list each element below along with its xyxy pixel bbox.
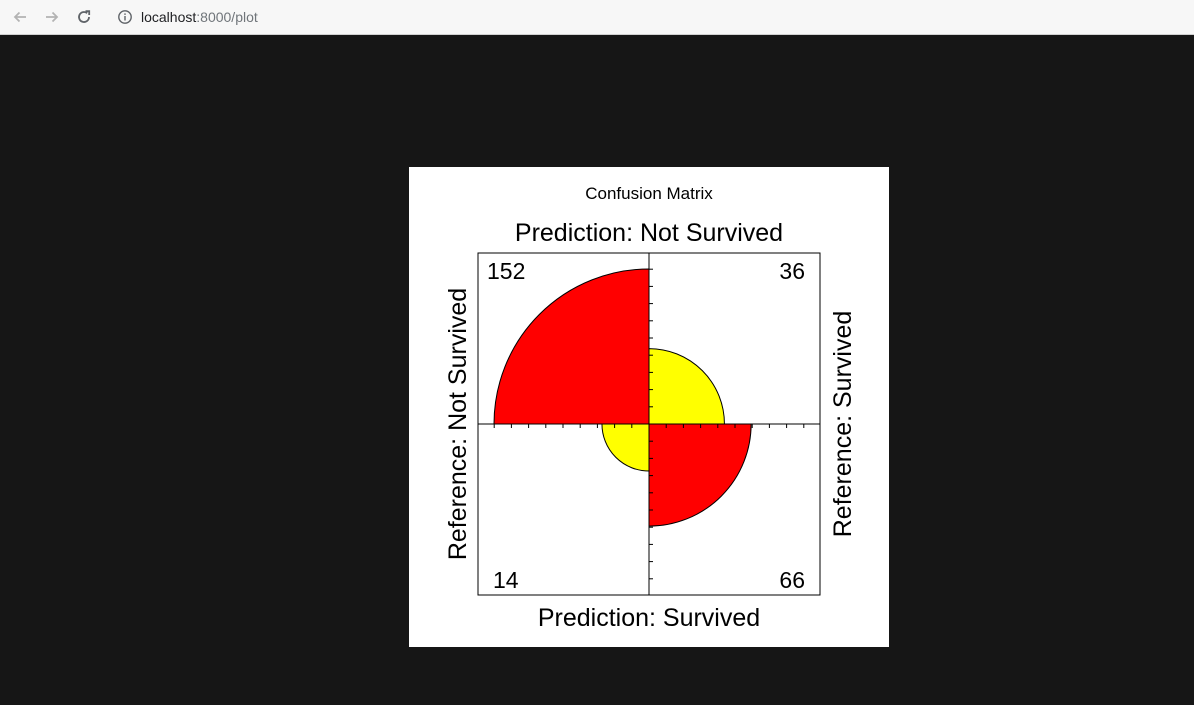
top-axis-label: Prediction: Not Survived [515, 219, 783, 247]
address-bar[interactable]: localhost:8000/plot [141, 8, 258, 26]
sector-bottom-right [648, 423, 752, 527]
cell-label-top-right: 36 [779, 258, 805, 284]
url-path: :8000/plot [196, 9, 258, 25]
arrow-left-icon [13, 11, 26, 23]
cell-label-bottom-left: 14 [493, 567, 519, 593]
right-axis-label: Reference: Survived [829, 311, 857, 538]
plot-image: Confusion Matrix Prediction: Not Survive… [409, 167, 889, 647]
left-axis-label: Reference: Not Survived [444, 288, 472, 560]
sectors [493, 268, 752, 527]
cell-label-bottom-right: 66 [779, 567, 805, 593]
axis-ticks [493, 268, 805, 580]
chart-title: Confusion Matrix [585, 184, 713, 203]
reload-icon [78, 10, 91, 23]
arrow-right-icon [46, 11, 59, 23]
sector-top-left [493, 268, 650, 425]
reload-button[interactable] [73, 6, 95, 28]
sector-top-right [648, 348, 725, 425]
browser-toolbar: localhost:8000/plot [0, 0, 1194, 35]
info-icon[interactable] [117, 9, 133, 25]
fourfold-chart: Confusion Matrix Prediction: Not Survive… [444, 184, 857, 632]
page-content: Confusion Matrix Prediction: Not Survive… [0, 36, 1194, 705]
back-button[interactable] [9, 6, 31, 28]
cell-label-top-left: 152 [487, 258, 525, 284]
forward-button[interactable] [41, 6, 63, 28]
bottom-axis-label: Prediction: Survived [538, 604, 760, 632]
url-host: localhost [141, 9, 197, 25]
sector-bottom-left [601, 423, 650, 472]
